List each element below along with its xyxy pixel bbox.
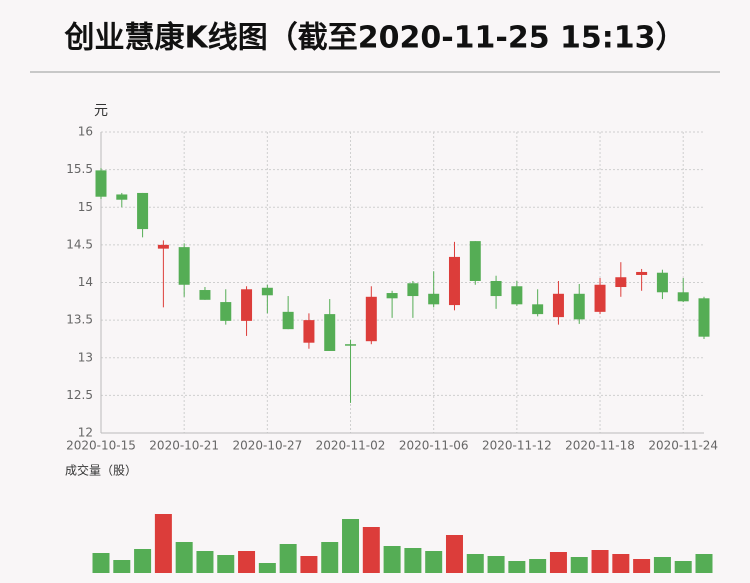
candle-body xyxy=(428,293,440,305)
candle-body xyxy=(157,244,169,249)
x-tick-label: 2020-10-27 xyxy=(232,439,302,453)
x-tick-label: 2020-11-18 xyxy=(565,439,635,453)
volume-bar xyxy=(362,527,380,573)
y-tick-label: 14.5 xyxy=(66,237,93,251)
candle-body xyxy=(282,311,294,330)
volume-bar xyxy=(196,551,214,573)
candle-body xyxy=(448,256,460,306)
volume-bar xyxy=(134,549,152,573)
volume-bar xyxy=(445,535,463,573)
candle-body xyxy=(386,293,398,299)
candle-body xyxy=(365,296,377,342)
candle-body xyxy=(552,293,564,318)
candle-body xyxy=(407,283,419,297)
candle-body xyxy=(469,241,481,281)
y-tick-label: 15.5 xyxy=(66,162,93,176)
volume-bar xyxy=(383,546,401,573)
candle-body xyxy=(698,298,710,337)
volume-bar xyxy=(321,542,339,573)
x-tick-label: 2020-11-02 xyxy=(316,439,386,453)
volume-bar xyxy=(113,560,131,573)
volume-bar xyxy=(342,519,360,573)
volume-bar xyxy=(674,561,692,573)
y-tick-label: 15 xyxy=(78,200,93,214)
x-tick-label: 2020-11-12 xyxy=(482,439,552,453)
candle-body xyxy=(511,286,523,305)
volume-bar xyxy=(466,554,484,573)
candle-body xyxy=(303,320,315,343)
x-tick-label: 2020-11-06 xyxy=(399,439,469,453)
x-tick-label: 2020-10-15 xyxy=(66,439,136,453)
volume-label: 成交量（股） xyxy=(65,463,137,478)
volume-bar xyxy=(92,553,110,573)
candle-body xyxy=(615,277,627,288)
volume-bar xyxy=(633,559,651,573)
candle-body xyxy=(95,170,107,197)
y-axis-unit: 元 xyxy=(94,103,108,119)
volume-bar xyxy=(549,552,567,573)
x-tick-label: 2020-10-21 xyxy=(149,439,219,453)
volume-bar xyxy=(175,542,193,573)
candle-body xyxy=(199,290,211,300)
volume-bar xyxy=(300,556,318,573)
volume-bar xyxy=(404,548,422,573)
candle-body xyxy=(490,280,502,297)
candle-body xyxy=(594,284,606,312)
y-tick-label: 13.5 xyxy=(66,313,93,327)
candle-body xyxy=(636,271,648,275)
chart-title: 创业慧康K线图（截至2020-11-25 15:13） xyxy=(63,21,685,56)
volume-bar xyxy=(238,551,256,573)
candle-body xyxy=(677,292,689,302)
volume-bar xyxy=(487,556,505,573)
volume-bar xyxy=(425,551,443,573)
y-tick-label: 12.5 xyxy=(66,388,93,402)
x-tick-label: 2020-11-24 xyxy=(648,439,718,453)
candle-body xyxy=(241,289,253,321)
volume-bar xyxy=(570,557,588,573)
candle-body xyxy=(324,314,336,351)
candle-body xyxy=(261,287,273,296)
volume-bar xyxy=(154,514,172,573)
volume-bar xyxy=(529,559,547,573)
volume-bar xyxy=(653,557,671,573)
volume-bar xyxy=(591,550,609,573)
volume-bar xyxy=(279,544,297,573)
candle-body xyxy=(178,247,190,285)
y-tick-label: 12 xyxy=(78,426,93,440)
volume-bar xyxy=(217,555,235,573)
candle-body xyxy=(137,192,149,230)
volume-bar xyxy=(258,563,276,573)
candle-body xyxy=(116,194,128,200)
candle-body xyxy=(532,304,544,315)
candle-body xyxy=(220,302,232,321)
candle-body xyxy=(573,293,585,320)
volume-bar xyxy=(508,561,526,573)
y-tick-label: 16 xyxy=(78,125,93,139)
candle-body xyxy=(656,272,668,293)
volume-bar xyxy=(695,554,713,573)
candle-body xyxy=(345,344,357,346)
y-tick-label: 13 xyxy=(78,350,93,364)
y-tick-label: 14 xyxy=(78,275,93,289)
volume-bar xyxy=(612,554,630,573)
